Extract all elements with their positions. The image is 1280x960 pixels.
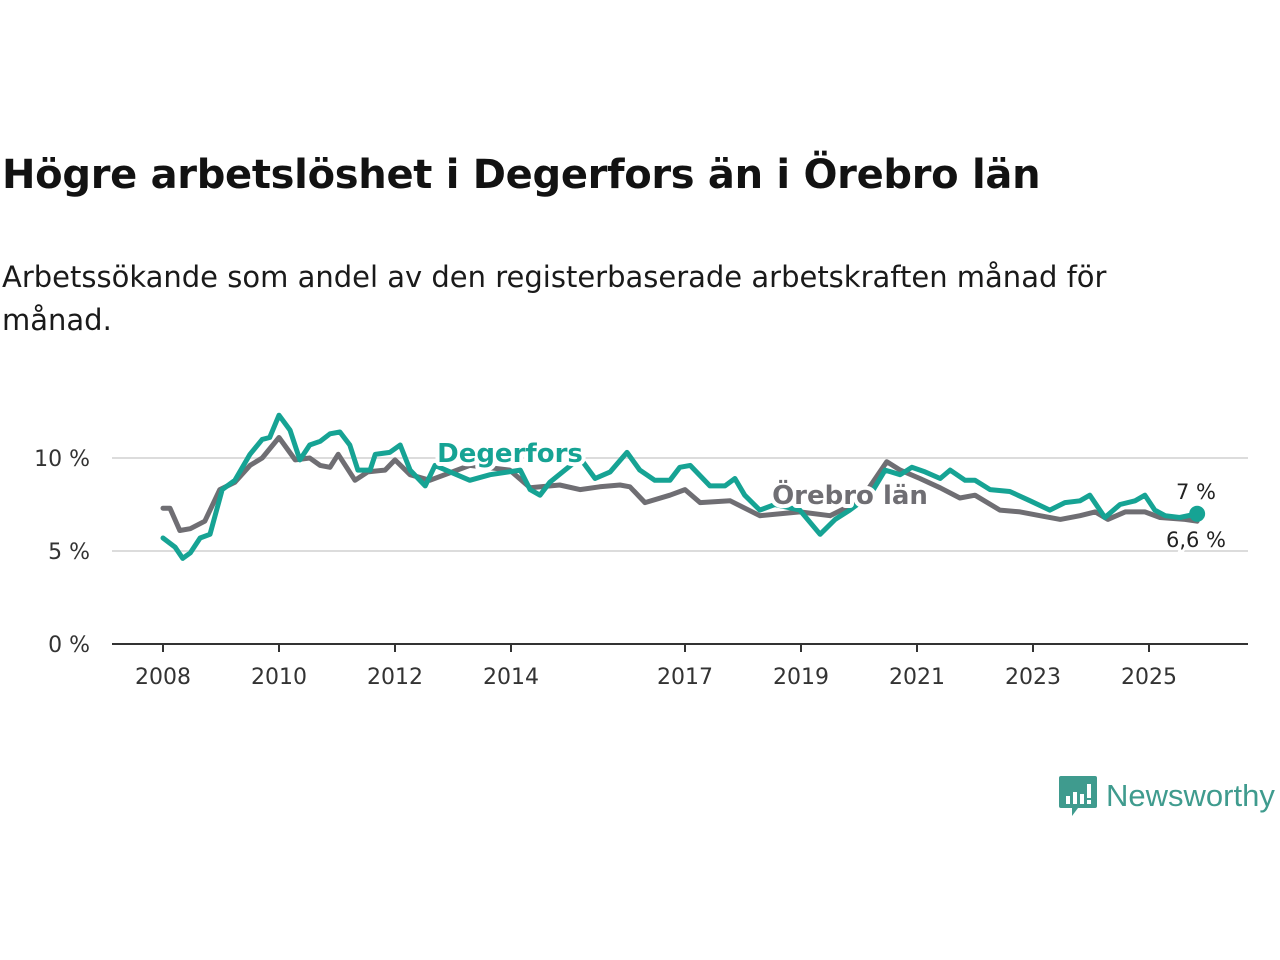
x-tick-label: 2023 bbox=[1005, 665, 1061, 690]
end-value-label-degerfors: 7 % bbox=[1176, 480, 1216, 504]
x-tick-label: 2021 bbox=[889, 665, 945, 690]
series-line-orebro-lan bbox=[160, 435, 1200, 533]
x-tick-label: 2012 bbox=[367, 665, 423, 690]
series-label-orebro-lan: Örebro län bbox=[772, 478, 928, 511]
x-tick-label: 2008 bbox=[135, 665, 191, 690]
x-tick-label: 2019 bbox=[773, 665, 829, 690]
logo-text: Newsworthy bbox=[1106, 778, 1275, 813]
y-tick-label: 10 % bbox=[34, 447, 90, 472]
series-line-degerfors bbox=[160, 412, 1200, 561]
chart-title: Högre arbetslöshet i Degerfors än i Öreb… bbox=[2, 152, 1041, 198]
end-point-marker bbox=[1189, 505, 1206, 522]
y-tick-label: 0 % bbox=[48, 633, 90, 658]
x-tick-label: 2017 bbox=[657, 665, 713, 690]
series-label-degerfors: Degerfors bbox=[437, 439, 583, 469]
newsworthy-logo: Newsworthy bbox=[1058, 774, 1275, 818]
chart-subtitle: Arbetssökande som andel av den registerb… bbox=[2, 260, 1107, 337]
end-value-label-orebro-lan: 6,6 % bbox=[1166, 528, 1226, 552]
x-tick-label: 2014 bbox=[483, 665, 539, 690]
bar-chart-speech-bubble-icon bbox=[1059, 776, 1097, 816]
x-tick-label: 2025 bbox=[1121, 665, 1177, 690]
x-tick-label: 2010 bbox=[251, 665, 307, 690]
y-tick-label: 5 % bbox=[48, 540, 90, 565]
